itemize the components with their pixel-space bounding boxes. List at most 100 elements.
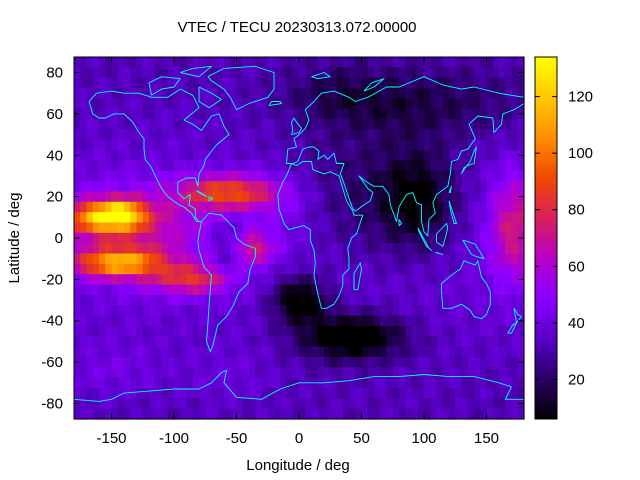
- heatmap-cell: [274, 336, 281, 348]
- heatmap-cell: [486, 160, 494, 172]
- heatmap-cell: [474, 98, 481, 110]
- heatmap-cell: [492, 243, 500, 255]
- heatmap-cell: [217, 160, 225, 172]
- heatmap-cell: [349, 325, 356, 337]
- heatmap-cell: [99, 346, 106, 358]
- heatmap-cell: [161, 377, 169, 389]
- heatmap-cell: [436, 67, 444, 79]
- colorbar-segment: [535, 307, 557, 311]
- colorbar-segment: [535, 325, 557, 329]
- heatmap-cell: [317, 315, 325, 327]
- colorbar-segment: [535, 126, 557, 130]
- heatmap-cell: [99, 222, 106, 234]
- heatmap-cell: [242, 387, 250, 399]
- heatmap-cell: [274, 160, 281, 172]
- colorbar-segment: [535, 219, 557, 224]
- heatmap-cell: [255, 398, 263, 410]
- heatmap-cell: [324, 377, 331, 389]
- heatmap-cell: [330, 243, 338, 255]
- heatmap-cell: [161, 119, 169, 130]
- heatmap-cell: [411, 181, 419, 193]
- heatmap-cell: [192, 408, 200, 420]
- heatmap-cell: [149, 263, 156, 275]
- heatmap-cell: [236, 201, 244, 213]
- heatmap-cell: [142, 150, 150, 162]
- heatmap-cell: [411, 377, 419, 389]
- heatmap-cell: [467, 243, 475, 255]
- heatmap-cell: [211, 222, 219, 234]
- colorbar-segment: [535, 262, 557, 266]
- heatmap-cell: [205, 170, 213, 182]
- heatmap-cell: [367, 377, 375, 389]
- heatmap-cell: [424, 232, 431, 244]
- heatmap-cell: [124, 170, 131, 182]
- heatmap-cell: [417, 88, 425, 99]
- coastline: [353, 262, 362, 291]
- heatmap-cell: [274, 57, 281, 68]
- heatmap-cell: [480, 212, 488, 224]
- heatmap-cell: [86, 367, 94, 379]
- heatmap-cell: [86, 408, 94, 420]
- heatmap-cell: [355, 398, 363, 410]
- heatmap-cell: [124, 305, 131, 317]
- heatmap-cell: [99, 129, 106, 141]
- heatmap-cell: [255, 315, 263, 327]
- heatmap-cell: [180, 98, 188, 110]
- heatmap-cell: [217, 150, 225, 162]
- heatmap-cell: [442, 305, 450, 317]
- heatmap-cell: [455, 88, 463, 99]
- heatmap-cell: [324, 243, 331, 255]
- heatmap-cell: [130, 387, 138, 399]
- heatmap-cell: [180, 346, 188, 358]
- heatmap-cell: [486, 108, 494, 120]
- colorbar-segment: [535, 343, 557, 348]
- heatmap-cell: [305, 367, 313, 379]
- heatmap-cell: [442, 119, 450, 130]
- heatmap-cell: [392, 150, 400, 162]
- heatmap-cell: [236, 346, 244, 358]
- heatmap-cell: [449, 67, 456, 79]
- heatmap-cell: [367, 119, 375, 130]
- heatmap-cell: [442, 191, 450, 203]
- heatmap-cell: [124, 336, 131, 348]
- heatmap-cell: [286, 346, 294, 358]
- colorbar-segment: [535, 228, 557, 233]
- heatmap-cell: [211, 377, 219, 389]
- heatmap-cell: [236, 243, 244, 255]
- colorbar-segment: [535, 150, 557, 155]
- heatmap-cell: [449, 284, 456, 296]
- heatmap-cell: [336, 356, 344, 368]
- heatmap-cell: [374, 108, 381, 120]
- heatmap-cell: [117, 98, 125, 110]
- heatmap-cell: [242, 408, 250, 420]
- heatmap-cell: [124, 119, 131, 130]
- heatmap-cell: [249, 315, 256, 327]
- colorbar-segment: [535, 174, 557, 179]
- heatmap-cell: [436, 356, 444, 368]
- heatmap-cell: [336, 398, 344, 410]
- colorbar-segment: [535, 289, 557, 293]
- heatmap-cell: [386, 77, 394, 89]
- heatmap-cell: [299, 387, 306, 399]
- heatmap-cell: [130, 170, 138, 182]
- heatmap-cell: [249, 191, 256, 203]
- heatmap-cell: [392, 325, 400, 337]
- coastline: [268, 101, 282, 107]
- heatmap-cell: [192, 98, 200, 110]
- heatmap-cell: [324, 129, 331, 141]
- heatmap-cell: [205, 108, 213, 120]
- heatmap-cell: [374, 160, 381, 172]
- heatmap-cell: [80, 181, 88, 193]
- heatmap-cell: [474, 119, 481, 130]
- heatmap-cell: [480, 377, 488, 389]
- heatmap-cell: [392, 222, 400, 234]
- heatmap-cell: [374, 356, 381, 368]
- heatmap-cell: [392, 294, 400, 306]
- heatmap-cell: [130, 67, 138, 79]
- heatmap-cell: [442, 67, 450, 79]
- heatmap-cell: [199, 294, 206, 306]
- heatmap-cell: [367, 98, 375, 110]
- heatmap-cell: [224, 305, 231, 317]
- heatmap-cell: [436, 305, 444, 317]
- heatmap-cell: [74, 377, 81, 389]
